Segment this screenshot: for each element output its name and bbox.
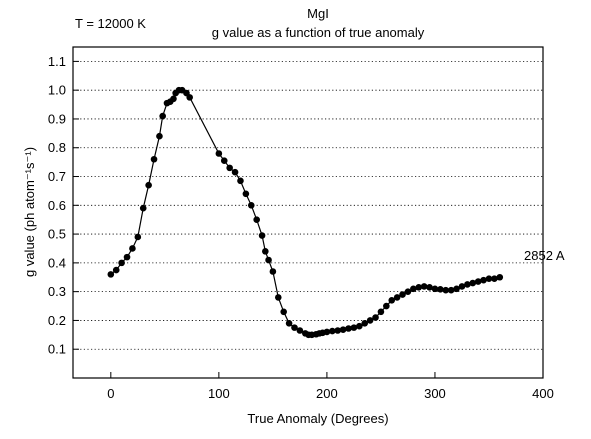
data-point (399, 291, 406, 298)
data-point (269, 268, 277, 275)
y-tick-label: 0.2 (48, 313, 66, 328)
x-axis-label: True Anomaly (Degrees) (247, 411, 388, 426)
data-point (491, 275, 498, 283)
data-point (215, 150, 223, 157)
data-point (231, 168, 239, 176)
data-point (237, 177, 244, 185)
series-line-2852a (110, 89, 500, 336)
data-point (123, 253, 131, 261)
data-point (474, 278, 482, 285)
data-point (220, 157, 228, 164)
data-point (291, 324, 298, 331)
y-tick-label: 0.7 (48, 169, 66, 184)
data-point (453, 285, 460, 293)
gridlines (73, 60, 543, 350)
data-point (280, 308, 287, 316)
x-tick-label: 0 (107, 386, 114, 401)
data-point (247, 202, 255, 209)
data-point (437, 286, 444, 293)
x-tick-label: 400 (532, 386, 554, 401)
data-point (156, 132, 163, 140)
data-point (447, 286, 455, 294)
data-point (339, 326, 347, 333)
data-point (150, 155, 158, 163)
data-point (242, 190, 250, 198)
y-tick-label: 0.1 (48, 342, 66, 357)
data-point (393, 294, 401, 301)
data-point (345, 325, 352, 332)
data-point (145, 181, 152, 189)
data-point (170, 95, 177, 103)
chart-subtitle: g value as a function of true anomaly (212, 25, 425, 40)
y-axis-ticks: 0.1 0.2 0.3 0.4 0.5 0.6 0.7 0.8 0.9 1.0 1.1 (48, 54, 79, 357)
data-point (372, 314, 379, 321)
data-point (361, 320, 369, 327)
data-point (186, 94, 193, 101)
data-point (480, 276, 487, 284)
data-point (112, 266, 120, 274)
x-tick-label: 100 (208, 386, 230, 401)
data-point (442, 286, 450, 294)
data-point (469, 279, 477, 287)
data-point (274, 294, 282, 301)
x-tick-label: 200 (316, 386, 338, 401)
data-point (139, 204, 147, 212)
data-point (366, 317, 374, 324)
y-tick-label: 0.5 (48, 227, 66, 242)
data-point (383, 302, 390, 310)
data-point (285, 320, 293, 327)
series-label: 2852 A (524, 248, 565, 263)
data-point (415, 284, 423, 291)
data-point (410, 285, 417, 293)
corner-label: T = 12000 K (75, 16, 146, 31)
data-point (420, 283, 428, 290)
y-tick-label: 0.4 (48, 255, 66, 270)
y-tick-label: 0.6 (48, 198, 66, 213)
data-point (262, 248, 269, 255)
data-point (464, 281, 471, 288)
data-point (431, 285, 439, 293)
data-point (388, 296, 396, 304)
data-point (329, 327, 336, 335)
data-point (458, 283, 466, 290)
y-tick-label: 1.0 (48, 83, 66, 98)
data-point (377, 308, 385, 316)
x-tick-label: 300 (424, 386, 446, 401)
y-tick-label: 0.9 (48, 111, 66, 126)
y-tick-label: 0.3 (48, 284, 66, 299)
data-point (334, 327, 342, 334)
data-point (107, 271, 115, 278)
plot-frame (72, 46, 544, 379)
data-point (426, 284, 433, 291)
data-point (496, 273, 504, 281)
data-point (404, 288, 412, 295)
y-axis-label: g value (ph atom⁻¹s⁻¹) (22, 147, 37, 277)
data-point (118, 259, 125, 267)
data-point (485, 275, 493, 283)
data-point (356, 322, 363, 330)
data-point (226, 164, 233, 172)
data-point (134, 233, 142, 241)
chart-title: MgI (307, 6, 329, 21)
data-point (253, 216, 260, 223)
data-point (323, 328, 331, 336)
data-point (265, 256, 272, 264)
data-point (129, 245, 136, 252)
y-tick-label: 0.8 (48, 140, 66, 155)
series-points (107, 86, 504, 339)
data-point (159, 112, 166, 120)
data-point (296, 327, 304, 334)
x-axis-ticks: 0 100 200 300 400 (107, 372, 554, 401)
data-point (350, 324, 358, 331)
data-point (258, 232, 266, 239)
y-tick-label: 1.1 (48, 54, 66, 69)
